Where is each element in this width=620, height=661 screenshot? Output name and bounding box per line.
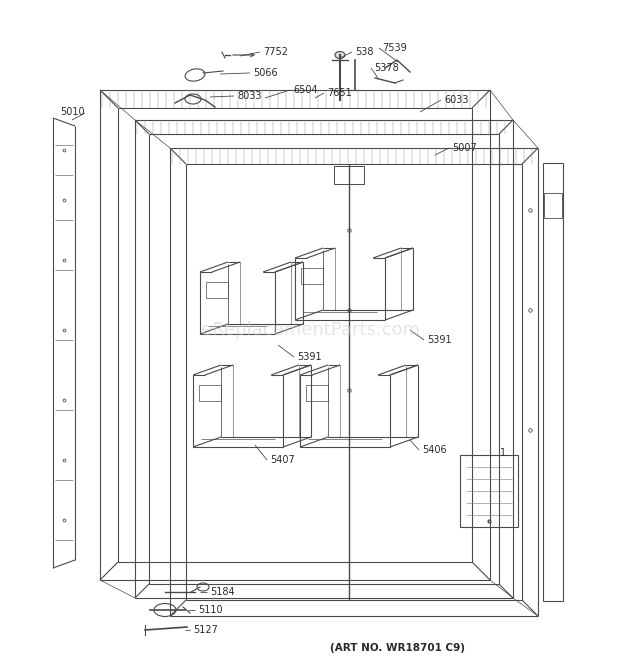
Text: 5406: 5406 bbox=[422, 445, 446, 455]
Text: 5007: 5007 bbox=[452, 143, 477, 153]
Text: 1: 1 bbox=[500, 448, 506, 458]
Bar bbox=[544, 193, 562, 218]
Text: 8033: 8033 bbox=[237, 91, 262, 101]
Text: (ART NO. WR18701 C9): (ART NO. WR18701 C9) bbox=[330, 643, 465, 653]
Bar bbox=[199, 385, 221, 401]
Text: 6504: 6504 bbox=[293, 85, 317, 95]
Ellipse shape bbox=[335, 52, 345, 59]
Bar bbox=[460, 455, 518, 527]
Text: 7752: 7752 bbox=[263, 47, 288, 57]
Text: 5184: 5184 bbox=[210, 587, 234, 597]
Text: 538: 538 bbox=[355, 47, 373, 57]
Text: 5391: 5391 bbox=[427, 335, 451, 345]
Bar bbox=[301, 268, 323, 284]
Text: 5110: 5110 bbox=[198, 605, 223, 615]
Text: 7539: 7539 bbox=[382, 43, 407, 53]
Text: eReplacementParts.com: eReplacementParts.com bbox=[200, 321, 420, 339]
Text: 5127: 5127 bbox=[193, 625, 218, 635]
Text: 5010: 5010 bbox=[60, 107, 84, 117]
Text: 6033: 6033 bbox=[444, 95, 469, 105]
Bar bbox=[306, 385, 328, 401]
Bar bbox=[334, 166, 364, 184]
Text: 7651: 7651 bbox=[327, 88, 352, 98]
Text: 5066: 5066 bbox=[253, 68, 278, 78]
Text: 5391: 5391 bbox=[297, 352, 322, 362]
Text: 5407: 5407 bbox=[270, 455, 294, 465]
Text: 5378: 5378 bbox=[374, 63, 399, 73]
Bar bbox=[206, 282, 228, 298]
